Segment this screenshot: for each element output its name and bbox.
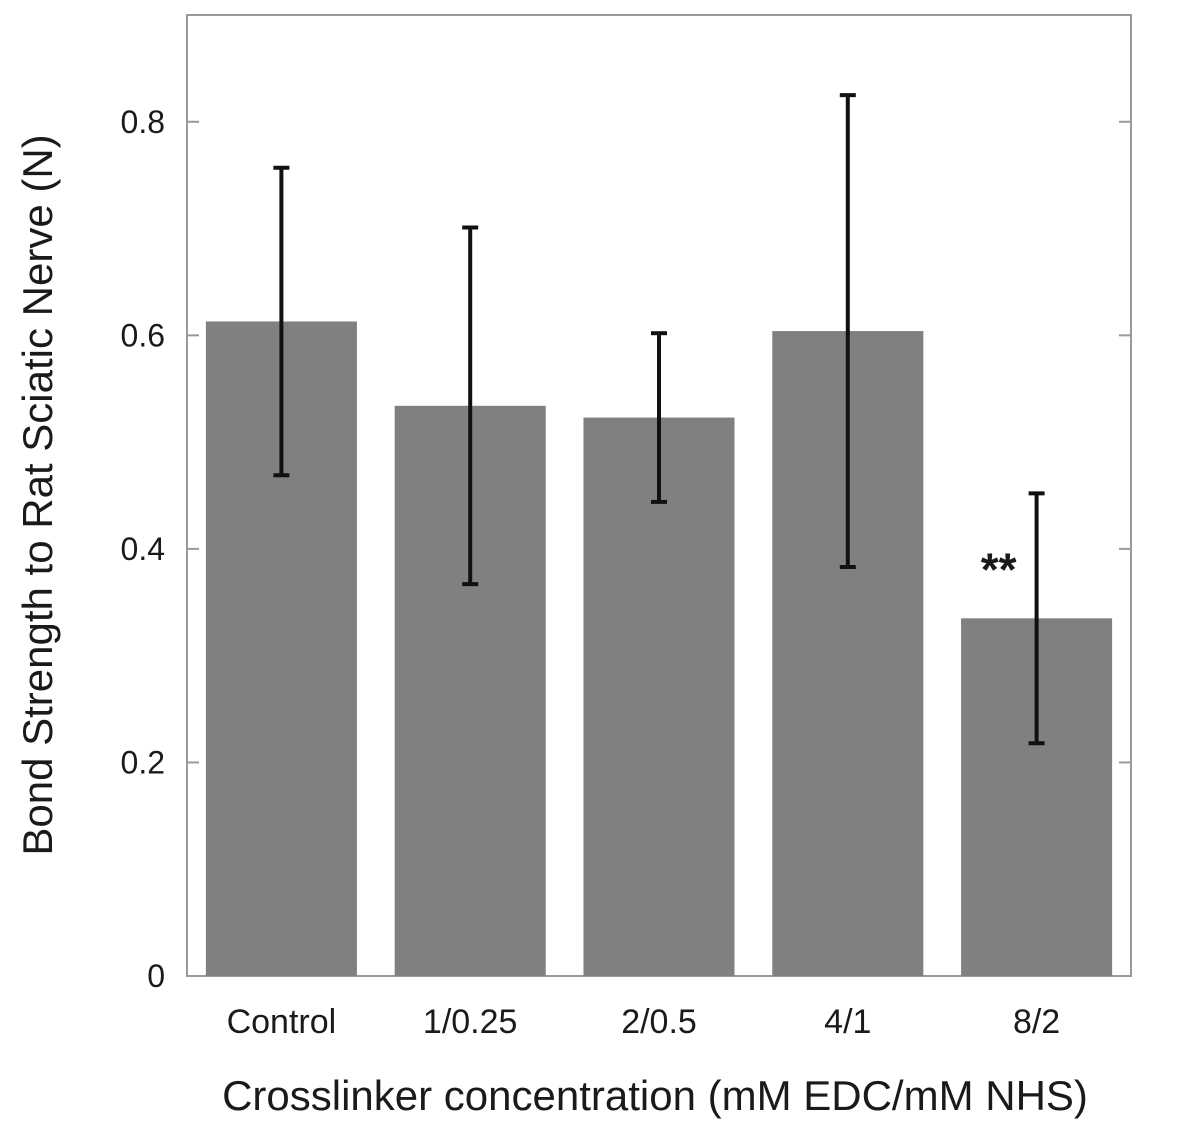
significance-annotation: ** (981, 543, 1017, 595)
y-tick-label: 0 (147, 958, 165, 994)
bar (583, 417, 735, 976)
x-tick-label: 8/2 (1013, 1003, 1060, 1041)
x-tick-label: 4/1 (824, 1003, 871, 1041)
x-tick-label: 2/0.5 (621, 1003, 697, 1041)
annotations-layer: ** (981, 543, 1017, 595)
x-axis-title: Crosslinker concentration (mM EDC/mM NHS… (222, 1072, 1088, 1119)
y-tick-label: 0.6 (121, 317, 165, 353)
y-tick-label: 0.4 (121, 531, 165, 567)
y-tick-label: 0.2 (121, 744, 165, 780)
x-axis-labels: Control 1/0.25 2/0.5 4/1 8/2 (227, 1003, 1061, 1041)
y-tick-label: 0.8 (121, 104, 165, 140)
y-axis-ticks: 0 0.2 0.4 0.6 0.8 (121, 104, 1131, 994)
x-tick-label: Control (227, 1003, 337, 1041)
error-bars-layer (273, 93, 1045, 746)
x-tick-label: 1/0.25 (423, 1003, 518, 1041)
y-axis-title: Bond Strength to Rat Sciatic Nerve (N) (14, 134, 61, 855)
